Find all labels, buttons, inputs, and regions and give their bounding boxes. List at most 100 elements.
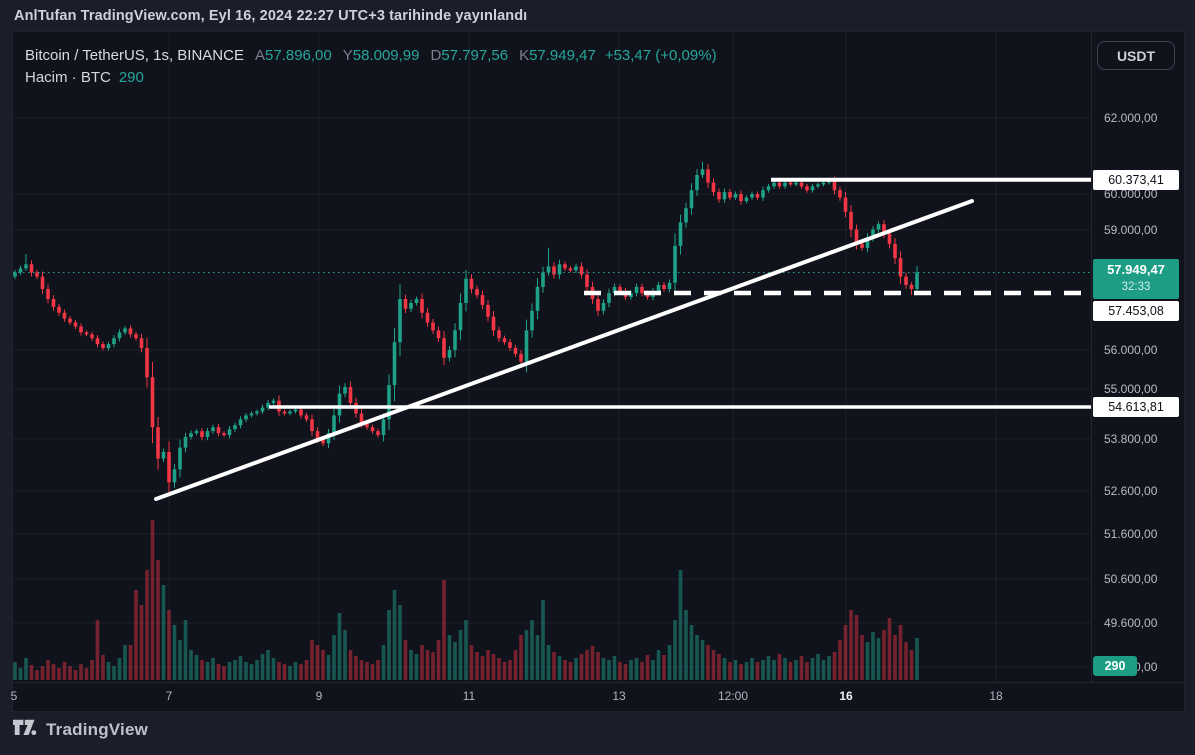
time-axis[interactable]: 5 7 9 11 13 12:00 16 18 [10, 682, 1184, 712]
candle-body [530, 310, 534, 331]
volume-bar [354, 656, 358, 680]
trend-line[interactable] [154, 199, 974, 501]
candle-body [337, 393, 342, 416]
volume-bar [722, 658, 727, 680]
candle-body [458, 302, 463, 331]
dashed-level-price-label: 57.453,08 [1093, 300, 1179, 321]
volume-bar [557, 656, 562, 680]
price-axis[interactable]: 62.000,00 60.000,00 59.000,00 56.000,00 55.0… [1091, 32, 1184, 682]
candle-body [909, 284, 914, 289]
candle-body [656, 284, 661, 292]
volume-bar [442, 580, 446, 680]
volume-bar [541, 600, 545, 680]
candle-body [101, 344, 105, 349]
candle-body [112, 338, 116, 345]
volume-bar [898, 625, 903, 680]
candle-body [161, 452, 166, 459]
candle-body [574, 266, 578, 271]
candle-body [359, 413, 364, 424]
volume-bar [128, 645, 133, 680]
volume-bar [601, 658, 606, 680]
candle-body [128, 328, 133, 335]
volume-bar [794, 660, 798, 680]
price-chart-canvas[interactable] [13, 32, 1091, 682]
candle-body [497, 330, 501, 339]
candle-body [821, 182, 826, 185]
candle-body [414, 299, 419, 303]
candle-body [348, 387, 353, 403]
volume-value: 290 [118, 69, 144, 86]
volume-bar [744, 662, 749, 680]
volume-bar [216, 664, 221, 680]
volume-bar [788, 662, 793, 680]
volume-bar [909, 650, 914, 680]
price-change: +53,47 (+0,09%) [604, 47, 717, 64]
publish-banner: AnlTufan TradingView.com, Eyl 16, 2024 2… [0, 0, 1195, 31]
ohlc-value: 57.797,56 [441, 47, 509, 64]
candle-body [304, 415, 309, 420]
volume-bar [508, 660, 512, 680]
volume-bar [695, 635, 699, 680]
volume-bar [711, 650, 716, 680]
price-tick-label: 59.000,00 [1104, 222, 1158, 237]
candle-body [398, 299, 402, 343]
volume-bar [282, 664, 287, 680]
candle-body [805, 186, 809, 191]
volume-bar [651, 660, 655, 680]
candle-body [893, 243, 897, 259]
time-tick-label: 9 [315, 689, 323, 703]
candle-body [722, 192, 727, 200]
candle-body [733, 194, 738, 198]
volume-bar [783, 658, 787, 680]
volume-bar [381, 645, 386, 680]
time-tick-label: 11 [462, 689, 476, 703]
price-tick-label: 55.000,00 [1104, 382, 1158, 396]
volume-bar [486, 650, 490, 680]
candle-body [799, 182, 804, 187]
candle-body [233, 425, 237, 430]
candle-body [766, 186, 771, 191]
last-price-value: 57.949,47 [1107, 262, 1165, 277]
volume-bar [673, 620, 677, 680]
time-tick-label: 5 [10, 689, 18, 703]
candle-body [271, 400, 276, 403]
candle-body [695, 175, 699, 191]
volume-bar [134, 590, 138, 680]
legend-row-symbol: Bitcoin / TetherUS, 1s, BINANCE A57.896,0… [25, 45, 717, 66]
candle-body [156, 427, 160, 459]
candle-body [568, 268, 573, 271]
volume-bar [667, 645, 672, 680]
volume-bar [821, 660, 826, 680]
candle-body [255, 411, 259, 414]
candle-body [816, 184, 820, 187]
volume-bar [469, 645, 474, 680]
ohlc-letter: A [254, 47, 265, 64]
currency-toggle-button[interactable]: USDT [1097, 41, 1175, 70]
candle-body [35, 272, 39, 277]
price-tick-label: 60.000,00 [1104, 187, 1158, 201]
candle-body [854, 229, 859, 244]
candle-body [772, 182, 776, 187]
last-price-label: 57.949,47 32:33 [1093, 259, 1179, 299]
candle-body [684, 208, 688, 223]
volume-bar [249, 664, 254, 680]
candle-body [200, 431, 204, 438]
volume-bar [827, 656, 831, 680]
candle-body [139, 338, 144, 349]
volume-bar [887, 618, 892, 680]
candle-body [332, 415, 336, 434]
volume-bar [568, 662, 573, 680]
volume-bar [854, 615, 859, 680]
volume-bar [766, 656, 771, 680]
chart-panel: Bitcoin / TetherUS, 1s, BINANCE A57.896,0… [10, 31, 1185, 712]
candle-body [513, 348, 518, 354]
candle-body [810, 186, 815, 191]
tradingview-logo[interactable]: TradingView [13, 719, 148, 740]
candle-body [216, 427, 221, 434]
volume-bar [57, 668, 61, 680]
volume-bar [596, 652, 600, 680]
candle-body [689, 190, 694, 209]
candle-body [832, 180, 837, 191]
candle-body [524, 330, 529, 362]
volume-bar [816, 654, 820, 680]
